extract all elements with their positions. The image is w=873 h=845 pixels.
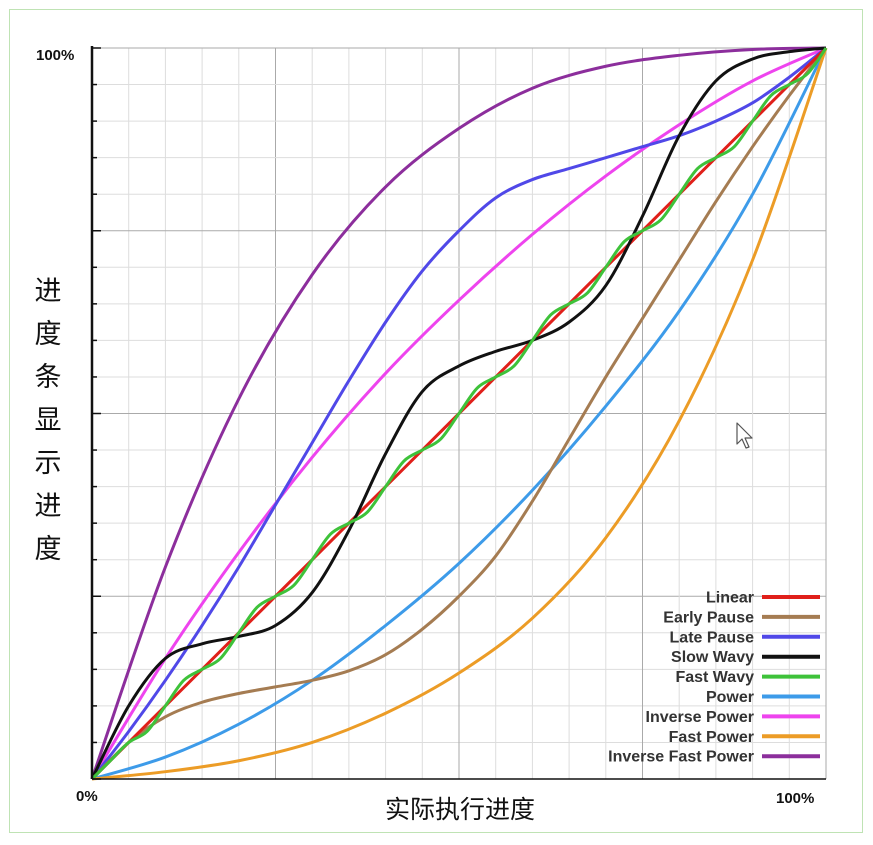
legend-label-power: Power [706, 689, 754, 706]
y-axis-label-char: 进 [34, 276, 62, 307]
axes [90, 46, 826, 780]
x-tick-label-max: 100% [776, 790, 815, 807]
legend-label-inverse-fast-power: Inverse Fast Power [608, 749, 754, 766]
y-axis-label-char: 度 [34, 534, 62, 565]
series-line-slow-wavy [90, 46, 827, 780]
legend-label-slow-wavy: Slow Wavy [671, 649, 754, 666]
series-lines [90, 46, 828, 781]
y-axis-label: 进度条显示进度 [28, 270, 68, 571]
series-line-late-pause [90, 46, 827, 780]
mouse-cursor-icon [736, 422, 753, 449]
legend: Linear Early Pause Late Pause Slow Wavy Fast… [608, 590, 820, 766]
legend-label-late-pause: Late Pause [670, 629, 755, 646]
y-axis-label-char: 进 [34, 491, 62, 522]
y-axis-label-char: 度 [34, 319, 62, 350]
series-line-power [91, 47, 828, 781]
x-axis-label: 实际执行进度 [384, 795, 535, 824]
series-line-fast-power [91, 47, 828, 781]
y-tick-label-max: 100% [36, 47, 75, 64]
legend-label-inverse-power: Inverse Power [646, 709, 755, 726]
y-axis-label-char: 条 [34, 362, 62, 393]
series-line-early-pause [90, 47, 828, 781]
legend-label-linear: Linear [706, 590, 754, 607]
y-axis-label-char: 显 [34, 405, 62, 436]
x-tick-label-min: 0% [76, 788, 98, 805]
legend-label-fast-power: Fast Power [669, 729, 754, 746]
legend-label-early-pause: Early Pause [663, 609, 754, 626]
series-line-fast-wavy [90, 47, 828, 781]
series-line-inverse-fast-power [90, 46, 827, 780]
legend-label-fast-wavy: Fast Wavy [675, 669, 754, 686]
y-axis-label-char: 示 [34, 448, 62, 479]
